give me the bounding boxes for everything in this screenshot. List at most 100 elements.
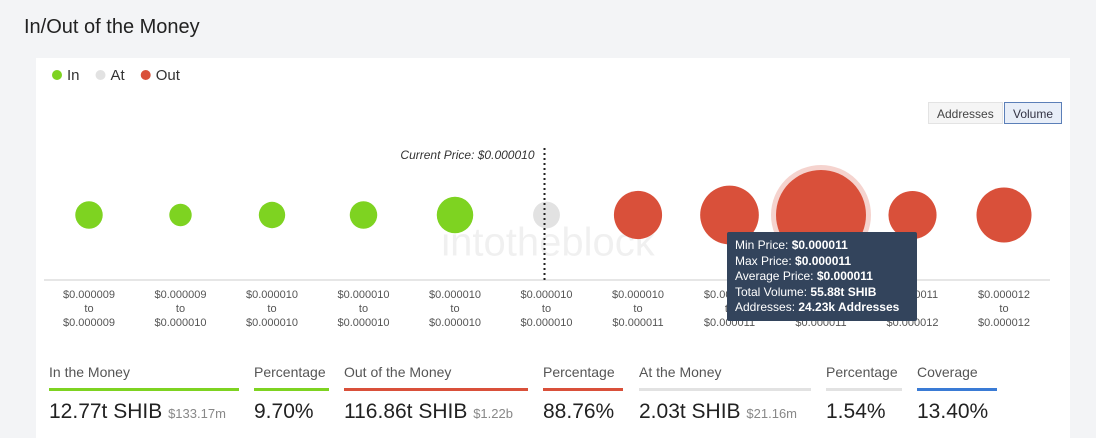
x-tick-label: $0.000009 xyxy=(155,289,207,301)
tooltip-value: $0.000011 xyxy=(816,269,873,283)
stat-value: 1.54% xyxy=(826,400,902,424)
x-tick-label: $0.000010 xyxy=(338,289,390,301)
x-tick-label: $0.000010 xyxy=(521,317,573,329)
x-tick-label: to xyxy=(359,303,368,315)
x-tick-label: $0.000010 xyxy=(246,317,298,329)
x-tick-label: $0.000010 xyxy=(155,317,207,329)
stat: Percentage 88.76% xyxy=(543,364,623,424)
stat-underline xyxy=(917,388,997,391)
stat-value: 2.03t SHIB $21.16m xyxy=(639,400,811,424)
tooltip-row: Total Volume: 55.88t SHIB xyxy=(735,285,909,301)
stat-usd: $133.17m xyxy=(168,406,226,421)
x-tick-label: $0.000009 xyxy=(63,317,115,329)
bubble xyxy=(436,196,474,234)
addresses-button[interactable]: Addresses xyxy=(928,102,1003,124)
stat-underline xyxy=(826,388,902,391)
stat-label: At the Money xyxy=(639,364,722,380)
x-tick-label: $0.000010 xyxy=(338,317,390,329)
stat-label: Percentage xyxy=(543,364,615,380)
x-tick-label: to xyxy=(542,303,551,315)
stat-label: Percentage xyxy=(254,364,326,380)
x-tick-label: to xyxy=(450,303,459,315)
x-tick-label: $0.000012 xyxy=(978,317,1030,329)
stat-value: 13.40% xyxy=(917,400,997,424)
stat: Percentage 1.54% xyxy=(826,364,902,424)
legend-label: Out xyxy=(156,67,181,84)
bubble xyxy=(533,201,560,229)
tooltip-label: Min Price: xyxy=(735,238,789,252)
tooltip-value: $0.000011 xyxy=(795,253,852,268)
legend-marker xyxy=(95,70,106,80)
bubble xyxy=(613,190,663,240)
tooltip-value: 24.23k Addresses xyxy=(798,300,900,314)
bubble xyxy=(169,203,192,227)
x-tick-label: $0.000010 xyxy=(429,317,481,329)
stat-underline xyxy=(49,388,239,391)
x-tick-label: $0.000010 xyxy=(429,289,481,301)
bubble xyxy=(976,187,1032,243)
x-tick-label: to xyxy=(999,303,1008,315)
volume-button[interactable]: Volume xyxy=(1004,102,1063,124)
tooltip-label: Max Price: xyxy=(735,253,792,268)
stat-amount: 9.70% xyxy=(254,400,314,423)
tooltip-label: Addresses: xyxy=(735,300,796,314)
x-tick-label: to xyxy=(633,303,642,315)
bubble xyxy=(700,185,759,245)
bubble xyxy=(349,201,378,229)
stat-amount: 116.86t SHIB xyxy=(344,400,468,423)
x-tick-label: to xyxy=(84,303,93,315)
x-tick-label: $0.000011 xyxy=(612,317,663,329)
x-tick-label: $0.000012 xyxy=(978,289,1030,301)
stat-usd: $1.22b xyxy=(473,406,513,421)
x-tick-label: $0.000009 xyxy=(63,289,115,301)
legend-label: In xyxy=(67,67,80,84)
tooltip-row: Addresses: 24.23k Addresses xyxy=(735,300,909,316)
stat-label: In the Money xyxy=(49,364,130,380)
stat-value: 12.77t SHIB $133.17m xyxy=(49,400,239,424)
stat-usd: $21.16m xyxy=(746,406,797,421)
bubble xyxy=(75,201,103,229)
bubble xyxy=(888,190,937,240)
stat-amount: 13.40% xyxy=(917,400,989,423)
legend-marker xyxy=(52,70,62,80)
stat-label: Out of the Money xyxy=(344,364,452,380)
tooltip-label: Average Price: xyxy=(735,269,814,283)
stat: At the Money 2.03t SHIB $21.16m xyxy=(639,364,811,424)
stat-label: Coverage xyxy=(917,364,978,380)
legend-marker xyxy=(140,70,151,80)
x-tick-label: to xyxy=(176,303,185,315)
stat-underline xyxy=(254,388,329,391)
stat-label: Percentage xyxy=(826,364,898,380)
stat: Coverage 13.40% xyxy=(917,364,997,424)
legend-label: At xyxy=(111,67,126,84)
tooltip-value: $0.000011 xyxy=(791,238,848,252)
x-tick-label: $0.000010 xyxy=(521,289,573,301)
stat: In the Money 12.77t SHIB $133.17m xyxy=(49,364,239,424)
x-tick-label: to xyxy=(267,303,276,315)
stat-value: 116.86t SHIB $1.22b xyxy=(344,400,528,424)
stat: Percentage 9.70% xyxy=(254,364,329,424)
tooltip-row: Average Price: $0.000011 xyxy=(735,269,909,285)
stat-amount: 1.54% xyxy=(826,400,886,423)
stat-underline xyxy=(639,388,811,391)
tooltip-row: Min Price: $0.000011 xyxy=(735,238,909,254)
stat-amount: 88.76% xyxy=(543,400,615,423)
x-tick-label: $0.000010 xyxy=(612,289,664,301)
stat-amount: 2.03t SHIB xyxy=(639,400,741,423)
x-tick-label: $0.000010 xyxy=(246,289,298,301)
current-price-label: Current Price: $0.000010 xyxy=(400,148,534,162)
stat-value: 9.70% xyxy=(254,400,329,424)
stat-amount: 12.77t SHIB xyxy=(49,400,163,423)
tooltip-row: Max Price: $0.000011 xyxy=(735,254,909,270)
tooltip: Min Price: $0.000011 Max Price: $0.000011… xyxy=(727,232,917,321)
stat-underline xyxy=(344,388,528,391)
stat-underline xyxy=(543,388,623,391)
stat-value: 88.76% xyxy=(543,400,623,424)
stat: Out of the Money 116.86t SHIB $1.22b xyxy=(344,364,528,424)
widget-title: In/Out of the Money xyxy=(24,16,200,38)
bubble xyxy=(258,201,286,229)
tooltip-label: Total Volume: xyxy=(735,284,808,299)
tooltip-value: 55.88t SHIB xyxy=(810,284,877,299)
